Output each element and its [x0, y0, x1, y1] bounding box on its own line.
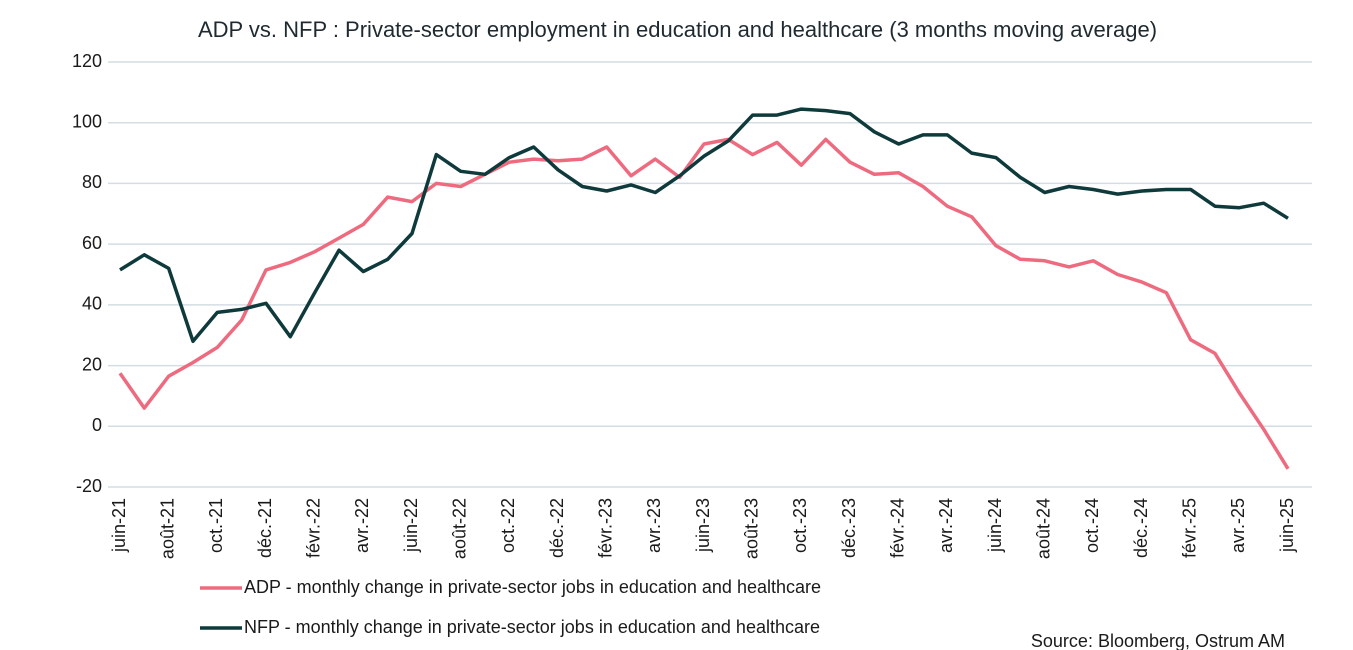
x-tick-label: juin-22 [401, 498, 421, 553]
x-tick-label: déc.-23 [839, 498, 859, 558]
x-tick-label: avr.-22 [352, 498, 372, 553]
data-line [119, 107, 1289, 344]
x-tick-label: déc.-24 [1131, 498, 1151, 558]
data-line [118, 137, 1290, 470]
x-tick-label: févr.-22 [303, 498, 323, 558]
x-tick-label: oct.-21 [206, 498, 226, 553]
x-tick-label: avr.-23 [644, 498, 664, 553]
legend-label: NFP - monthly change in private-sector j… [244, 617, 820, 637]
x-tick-label: août-22 [449, 498, 469, 559]
source: Source: Bloomberg, Ostrum AM [1031, 631, 1285, 650]
x-tick-label: déc.-22 [547, 498, 567, 558]
chart-title: ADP vs. NFP : Private-sector employment … [197, 17, 1158, 42]
x-tick-label: juin-23 [693, 498, 713, 553]
x-tick-label: févr.-25 [1179, 498, 1199, 558]
x-tick-label: avr.-25 [1228, 498, 1248, 553]
x-tick-label: août-21 [157, 498, 177, 559]
y-tick-label: 0 [92, 415, 102, 435]
y-tick-label: 100 [72, 111, 102, 131]
x-tick-label: févr.-23 [595, 498, 615, 558]
legend-label: ADP - monthly change in private-sector j… [244, 577, 821, 597]
x-tick-label: oct.-22 [498, 498, 518, 553]
y-tick-label: 80 [82, 172, 102, 192]
x-tick-label: juin-25 [1277, 498, 1297, 553]
x-tick-label: juin-24 [985, 498, 1005, 553]
y-tick-label: 40 [82, 294, 102, 314]
x-tick-label: avr.-24 [936, 498, 956, 553]
x-tick-label: juin-21 [109, 498, 129, 553]
y-tick-label: 60 [82, 233, 102, 253]
x-tick-label: déc.-21 [255, 498, 275, 558]
x-tick-label: août-23 [741, 498, 761, 559]
y-tick-label: -20 [76, 476, 102, 496]
y-tick-label: 20 [82, 354, 102, 374]
x-tick-label: févr.-24 [887, 498, 907, 558]
x-tick-label: oct.-23 [790, 498, 810, 553]
x-tick-label: août-24 [1033, 498, 1053, 559]
x-tick-label: oct.-24 [1082, 498, 1102, 553]
y-tick-label: 120 [72, 51, 102, 71]
